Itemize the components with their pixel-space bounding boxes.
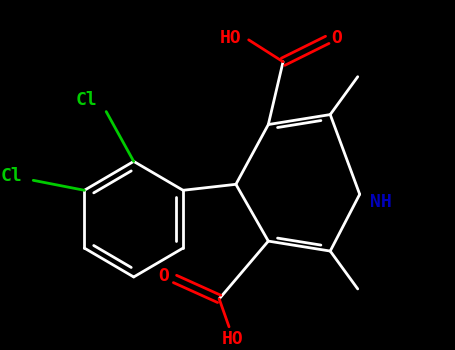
Text: Cl: Cl xyxy=(1,167,23,186)
Text: O: O xyxy=(332,29,343,47)
Text: HO: HO xyxy=(222,330,244,348)
Text: HO: HO xyxy=(220,29,242,47)
Text: Cl: Cl xyxy=(76,91,97,108)
Text: O: O xyxy=(158,267,169,285)
Text: NH: NH xyxy=(370,193,392,211)
